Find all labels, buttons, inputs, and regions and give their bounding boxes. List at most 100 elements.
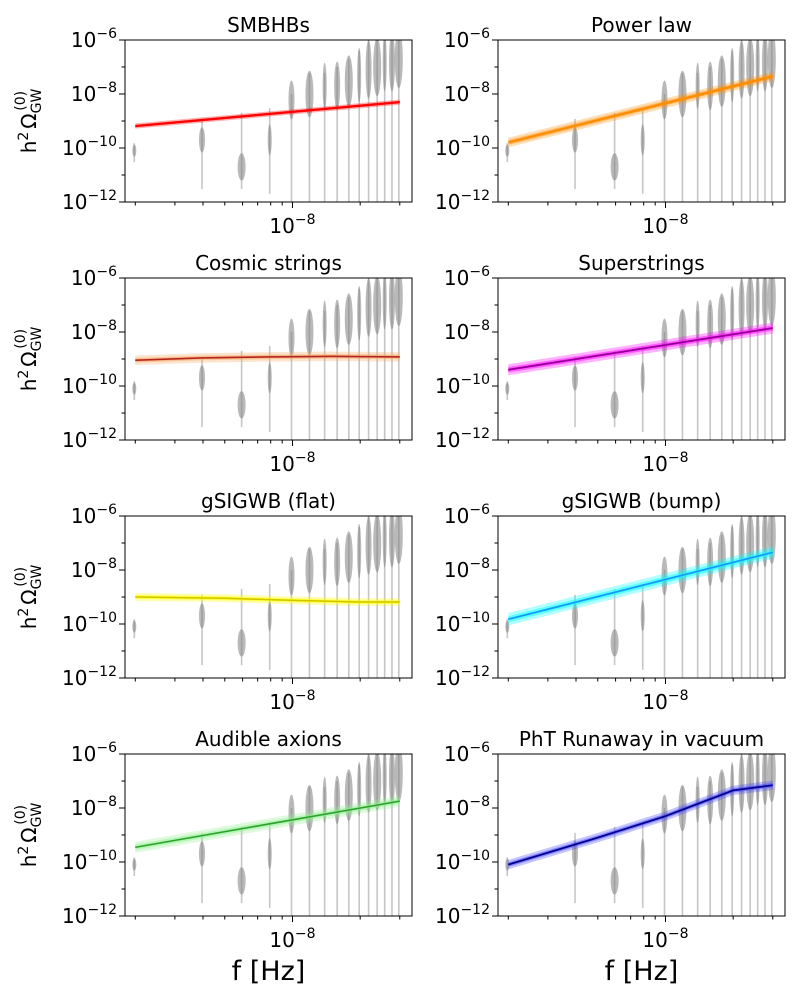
data-violin-body bbox=[505, 382, 510, 395]
data-violin-body bbox=[572, 127, 579, 153]
data-violin-body bbox=[388, 40, 395, 92]
panel-title: Audible axions bbox=[195, 727, 342, 751]
data-violin-body bbox=[767, 278, 776, 327]
plot-area bbox=[505, 754, 776, 916]
data-violin-body bbox=[717, 293, 726, 345]
y-tick-label: 10−12 bbox=[62, 426, 117, 452]
y-tick-label: 10−6 bbox=[444, 264, 490, 290]
data-violin-body bbox=[610, 391, 619, 419]
data-violin-body bbox=[394, 516, 403, 565]
data-violin-body bbox=[730, 761, 735, 817]
data-violin-body bbox=[132, 382, 137, 395]
data-violin-body bbox=[199, 603, 206, 629]
y-tick-label: 10−12 bbox=[62, 664, 117, 690]
data-violin-body bbox=[755, 754, 760, 806]
data-violin-body bbox=[572, 603, 579, 629]
y-axis-label: h2ΩGW(0) bbox=[13, 803, 45, 868]
panel-title: gSIGWB (bump) bbox=[562, 489, 722, 513]
data-violin-body bbox=[755, 40, 760, 92]
y-tick-label: 10−12 bbox=[62, 902, 117, 928]
x-tick-label: 10−8 bbox=[269, 688, 315, 714]
y-tick-label: 10−10 bbox=[435, 134, 490, 160]
data-violin-body bbox=[761, 754, 768, 806]
y-tick-label: 10−12 bbox=[435, 188, 490, 214]
y-tick-label: 10−8 bbox=[71, 556, 117, 582]
data-violin-body bbox=[394, 40, 403, 89]
plot-area bbox=[132, 40, 403, 202]
data-violin-body bbox=[661, 556, 668, 596]
data-violin-body bbox=[610, 629, 619, 657]
best-fit-line bbox=[508, 551, 773, 620]
data-violin-body bbox=[755, 278, 760, 330]
data-violin-body bbox=[132, 620, 137, 633]
data-violin-body bbox=[730, 285, 735, 341]
y-ticks bbox=[492, 277, 498, 441]
data-violin-body bbox=[267, 600, 272, 632]
y-tick-label: 10−6 bbox=[444, 26, 490, 52]
data-violin-body bbox=[344, 55, 353, 107]
panel-1: 10−6 10−8 10−10 10−12 10−8 Power law bbox=[435, 13, 786, 238]
data-violin-body bbox=[717, 531, 726, 583]
data-violin-body bbox=[695, 300, 700, 348]
data-violin-body bbox=[199, 127, 206, 153]
data-violin-body bbox=[707, 299, 714, 349]
data-violin-body bbox=[334, 61, 341, 111]
data-violin-body bbox=[695, 776, 700, 824]
plot-area bbox=[505, 516, 776, 678]
data-violin-body bbox=[237, 867, 246, 895]
data-violin-body bbox=[365, 754, 372, 813]
data-violin-body bbox=[695, 62, 700, 110]
data-violin-body bbox=[344, 531, 353, 583]
data-violin-body bbox=[610, 153, 619, 181]
data-violin-body bbox=[382, 516, 387, 568]
data-violin-body bbox=[767, 754, 776, 803]
y-axis-label: h2ΩGW(0) bbox=[13, 565, 45, 630]
data-violin-body bbox=[388, 754, 395, 806]
data-violin-body bbox=[357, 285, 362, 341]
data-violin-body bbox=[572, 841, 579, 867]
data-violin-body bbox=[322, 62, 327, 110]
data-violin-body bbox=[373, 516, 382, 573]
data-violin-body bbox=[334, 299, 341, 349]
panel-title: Superstrings bbox=[578, 251, 704, 275]
plot-area bbox=[505, 40, 776, 202]
panel-4: 10−6 10−8 10−10 10−12 10−8 gSIGWB (flat) h2ΩGW… bbox=[13, 489, 413, 714]
y-tick-label: 10−8 bbox=[71, 80, 117, 106]
data-violin-body bbox=[382, 278, 387, 330]
y-tick-label: 10−10 bbox=[62, 134, 117, 160]
best-fit-line bbox=[508, 784, 773, 866]
data-violin-body bbox=[661, 318, 668, 358]
best-fit-line bbox=[135, 596, 400, 603]
y-tick-label: 10−12 bbox=[435, 902, 490, 928]
x-tick-label: 10−8 bbox=[642, 688, 688, 714]
x-ticks bbox=[507, 202, 774, 208]
x-ticks bbox=[134, 202, 401, 208]
x-axis-label: f [Hz] bbox=[232, 956, 306, 987]
y-tick-label: 10−12 bbox=[435, 426, 490, 452]
y-tick-label: 10−8 bbox=[444, 80, 490, 106]
panel-5: 10−6 10−8 10−10 10−12 10−8 gSIGWB (bump) bbox=[435, 489, 786, 714]
plot-area bbox=[132, 278, 403, 440]
data-violin-body bbox=[707, 61, 714, 111]
panel-title: PhT Runaway in vacuum bbox=[519, 727, 764, 751]
data-violin-body bbox=[288, 318, 295, 358]
y-tick-label: 10−10 bbox=[435, 848, 490, 874]
x-ticks bbox=[134, 916, 401, 922]
data-violin-body bbox=[365, 516, 372, 575]
y-tick-label: 10−12 bbox=[62, 188, 117, 214]
data-violin-body bbox=[505, 858, 510, 871]
x-axis-label: f [Hz] bbox=[605, 956, 679, 987]
y-tick-label: 10−8 bbox=[444, 794, 490, 820]
x-tick-label: 10−8 bbox=[269, 926, 315, 952]
data-violin-body bbox=[746, 754, 755, 811]
plot-area bbox=[505, 278, 776, 440]
data-violin-body bbox=[738, 40, 745, 99]
data-violin-body bbox=[322, 300, 327, 348]
data-violin-body bbox=[322, 776, 327, 824]
data-violin-body bbox=[344, 293, 353, 345]
data-violin-body bbox=[678, 546, 687, 594]
panel-title: gSIGWB (flat) bbox=[201, 489, 336, 513]
panel-title: SMBHBs bbox=[227, 13, 310, 37]
x-tick-label: 10−8 bbox=[642, 926, 688, 952]
